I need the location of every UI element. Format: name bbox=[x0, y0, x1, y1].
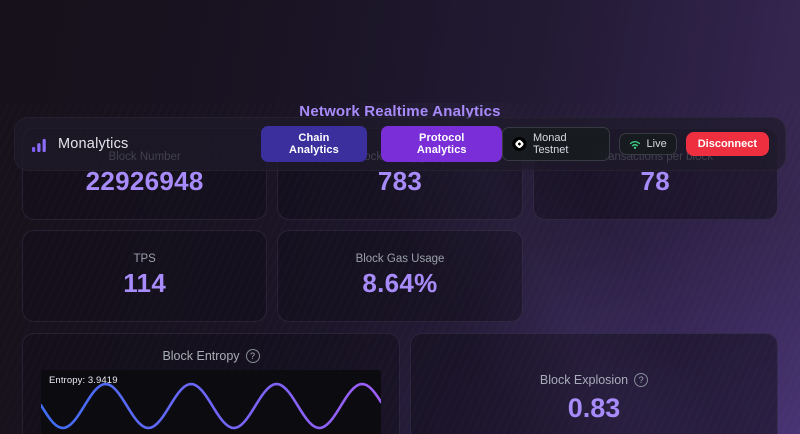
live-badge-label: Live bbox=[647, 138, 667, 150]
disconnect-button[interactable]: Disconnect bbox=[686, 132, 769, 156]
block-explosion-card: Block Explosion ? 0.83 bbox=[410, 333, 778, 434]
stat-value: 114 bbox=[23, 268, 266, 299]
block-entropy-title: Block Entropy bbox=[162, 349, 239, 363]
chain-analytics-button[interactable]: Chain Analytics bbox=[261, 126, 368, 162]
block-explosion-title-row: Block Explosion ? bbox=[411, 334, 777, 387]
navbar: Monalytics Chain Analytics Protocol Anal… bbox=[14, 117, 786, 171]
entropy-wave-line bbox=[41, 384, 381, 428]
live-signal-icon bbox=[629, 138, 641, 150]
block-gas-usage-card: Block Gas Usage 8.64% bbox=[277, 230, 522, 322]
network-badge-label: Monad Testnet bbox=[533, 132, 600, 156]
help-icon[interactable]: ? bbox=[246, 349, 260, 363]
protocol-analytics-button[interactable]: Protocol Analytics bbox=[381, 126, 502, 162]
stats-row-2: TPS 114 Block Gas Usage 8.64% bbox=[22, 230, 778, 322]
brand-name: Monalytics bbox=[58, 136, 129, 152]
monad-logo-icon bbox=[512, 136, 527, 152]
stat-value: 8.64% bbox=[278, 268, 521, 299]
entropy-current-value-label: Entropy: 3.9419 bbox=[49, 375, 118, 386]
block-entropy-card: Block Entropy ? Entropy: 3.9419 bbox=[22, 333, 400, 434]
tps-card: TPS 114 bbox=[22, 230, 267, 322]
empty-grid-cell bbox=[533, 230, 778, 322]
stat-label: TPS bbox=[23, 253, 266, 265]
nav-right-group: Monad Testnet Live Disconnect bbox=[502, 127, 769, 161]
live-status-badge: Live bbox=[619, 133, 677, 155]
bottom-row: Block Entropy ? Entropy: 3.9419 Block Ex… bbox=[22, 333, 778, 434]
block-entropy-title-row: Block Entropy ? bbox=[23, 334, 399, 363]
network-badge: Monad Testnet bbox=[502, 127, 609, 161]
brand: Monalytics bbox=[31, 136, 129, 153]
block-explosion-value: 0.83 bbox=[411, 393, 777, 424]
bar-chart-logo-icon bbox=[31, 136, 50, 153]
entropy-chart: Entropy: 3.9419 bbox=[41, 370, 381, 434]
block-explosion-title: Block Explosion bbox=[540, 373, 628, 387]
nav-buttons: Chain Analytics Protocol Analytics bbox=[261, 126, 503, 162]
help-icon[interactable]: ? bbox=[634, 373, 648, 387]
stat-label: Block Gas Usage bbox=[278, 253, 521, 265]
